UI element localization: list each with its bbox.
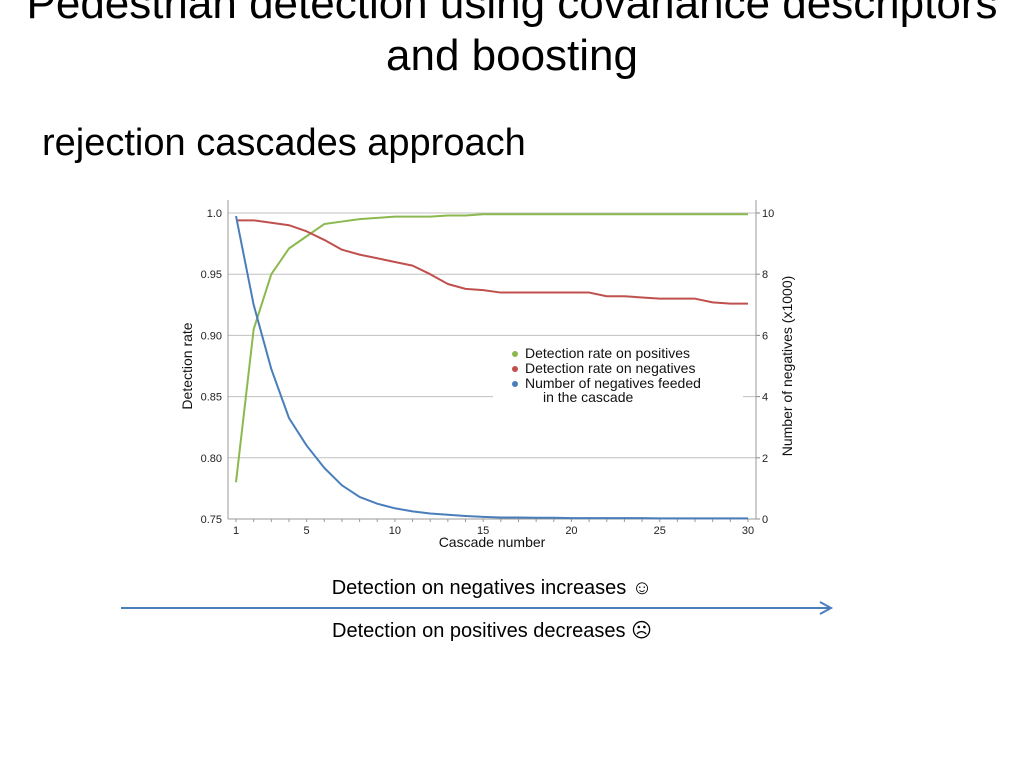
x-tick-label: 15: [477, 525, 489, 537]
y2-tick-label: 8: [762, 269, 768, 281]
arrow-head-icon: [819, 601, 834, 615]
series-line-1: [235, 213, 748, 483]
legend-background: [493, 345, 743, 415]
legend-marker: [512, 381, 518, 387]
legend-marker: [512, 351, 518, 357]
y-tick-label: 0.95: [201, 269, 222, 281]
y2-tick-label: 2: [762, 453, 768, 465]
x-tick-label: 5: [304, 525, 310, 537]
legend-label: Detection rate on positives: [525, 345, 690, 361]
y-axis-label: Detection rate: [179, 322, 195, 409]
y-tick-label: 0.80: [201, 453, 222, 465]
slide-subtitle: rejection cascades approach: [42, 122, 526, 164]
caption-positives-decrease: Detection on positives decreases ☹: [332, 620, 652, 642]
y-tick-label: 1.0: [207, 208, 222, 220]
y-tick-label: 0.85: [201, 392, 222, 404]
y-tick-label: 0.75: [201, 514, 222, 526]
legend-label: Detection rate on negatives: [525, 360, 695, 376]
slide-title: Pedestrian detection using covariance de…: [26, 0, 998, 80]
legend-label: in the cascade: [543, 389, 633, 405]
x-tick-label: 30: [742, 525, 754, 537]
x-tick-label: 20: [565, 525, 577, 537]
legend-marker: [512, 366, 518, 372]
x-axis-label: Cascade number: [439, 534, 546, 550]
series-line-2: [236, 219, 748, 305]
y-tick-label: 0.90: [201, 330, 222, 342]
series-line-3: [235, 215, 748, 520]
x-tick-label: 1: [233, 525, 239, 537]
y2-axis-label: Number of negatives (x1000): [779, 276, 795, 457]
legend-label: Number of negatives feeded: [525, 375, 701, 391]
y2-tick-label: 10: [762, 208, 774, 220]
caption-negatives-increase: Detection on negatives increases ☺: [331, 577, 653, 599]
y2-tick-label: 0: [762, 514, 768, 526]
y2-tick-label: 6: [762, 330, 768, 342]
x-tick-label: 25: [654, 525, 666, 537]
y2-tick-label: 4: [762, 392, 768, 404]
x-tick-label: 10: [389, 525, 401, 537]
